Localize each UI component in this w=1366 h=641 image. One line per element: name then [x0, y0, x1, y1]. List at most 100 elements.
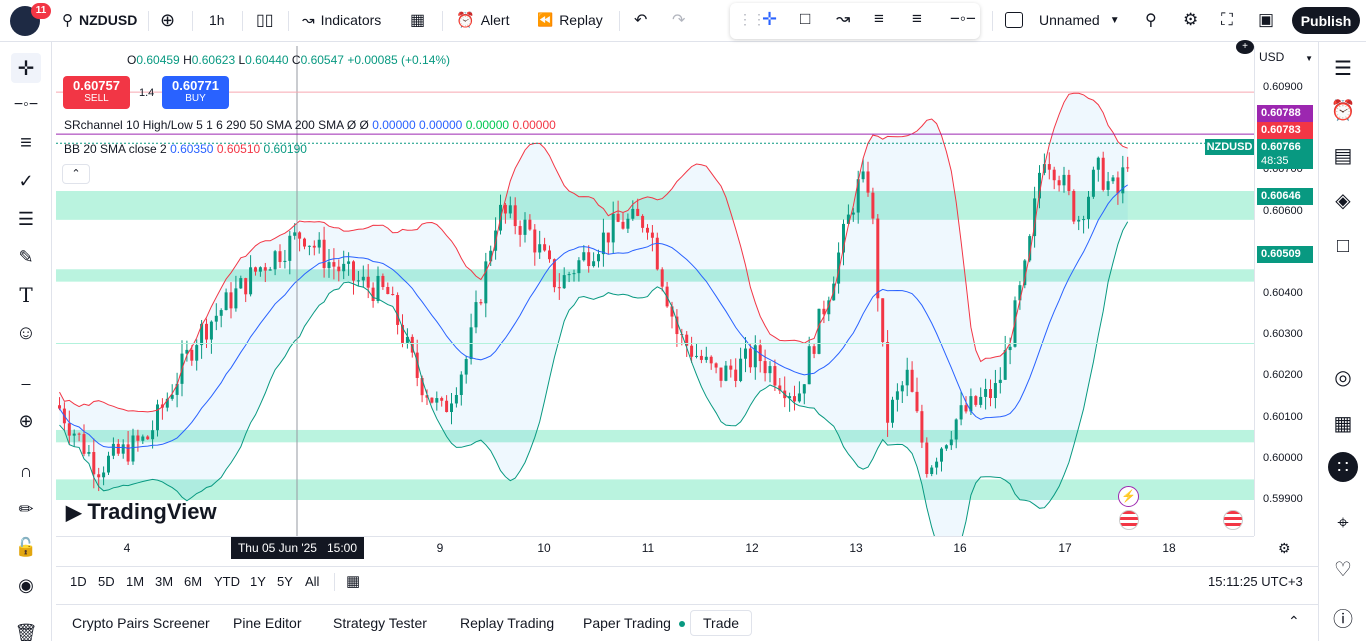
zoom-tool[interactable]: ⊕	[11, 406, 41, 436]
sell-label: SELL	[84, 93, 109, 104]
time-axis[interactable]: 4 9 10 11 12 13 16 17 18 Thu 05 Jun '25 …	[56, 536, 1291, 559]
price-axis[interactable]: USD ▼ 0.609000.608000.607000.606000.6040…	[1254, 46, 1318, 536]
sr-channel-legend[interactable]: SRchannel 10 High/Low 5 1 6 290 50 SMA 2…	[64, 118, 556, 132]
fib-icon[interactable]: ≡	[874, 9, 884, 28]
ideas-button[interactable]: ◎	[1328, 362, 1358, 392]
stay-drawing-tool[interactable]: ✏	[11, 494, 41, 524]
symbol-search[interactable]: ⚲ NZDUSD	[62, 0, 137, 40]
price-chart[interactable]	[56, 46, 1254, 536]
candle-body	[724, 365, 728, 381]
candle-body	[214, 315, 218, 322]
path-icon[interactable]: ↝	[836, 9, 851, 28]
lock-drawings-tool[interactable]: 🔓	[11, 532, 41, 562]
crosshair-icon[interactable]: ✛	[762, 9, 778, 29]
snapshot-button[interactable]: ▣	[1258, 0, 1274, 40]
candle-body	[543, 244, 547, 251]
line-icon[interactable]: −◦−	[950, 9, 976, 28]
trendline-tool[interactable]: −◦−	[11, 90, 41, 120]
candle-body	[258, 267, 262, 272]
candle-body	[989, 389, 992, 398]
quick-search-button[interactable]: ⚲	[1145, 0, 1157, 40]
help-button[interactable]: ⓘ	[1328, 602, 1358, 632]
candle-body	[949, 439, 953, 446]
collapse-legend-button[interactable]: ⌃	[62, 164, 90, 184]
goto-date-button[interactable]: ▦	[346, 572, 360, 590]
streams-button[interactable]: ⌖	[1328, 508, 1358, 538]
tab-pine-editor[interactable]: Pine Editor	[233, 615, 302, 631]
magnet-tool[interactable]: ∩	[11, 456, 41, 486]
range-all[interactable]: All	[305, 574, 320, 589]
pattern-tool[interactable]: ✓	[11, 166, 41, 196]
candle-body	[660, 269, 664, 287]
buy-price: 0.60771	[172, 78, 219, 93]
buy-button[interactable]: 0.60771 BUY	[162, 76, 229, 109]
lightning-event-icon[interactable]: ⚡	[1118, 486, 1139, 507]
candle-body	[352, 261, 355, 281]
compare-button[interactable]: ⊕	[160, 0, 175, 40]
alerts-button[interactable]: ⏰	[1328, 95, 1358, 125]
object-tree-button[interactable]: ▤	[1328, 140, 1358, 170]
zoom-icon: ⊕	[18, 410, 34, 431]
currency-selector[interactable]: USD ▼	[1259, 50, 1315, 70]
notifications-button[interactable]: ♡	[1328, 554, 1358, 584]
indicators-button[interactable]: ↝ Indicators	[302, 0, 381, 40]
brush-tool[interactable]: ✎	[11, 242, 41, 272]
drag-handle-icon[interactable]: ⋮⋮	[738, 11, 766, 27]
sell-button[interactable]: 0.60757 SELL	[63, 76, 130, 109]
range-1m[interactable]: 1M	[126, 574, 145, 589]
range-1y[interactable]: 1Y	[250, 574, 266, 589]
candle-body	[1126, 167, 1130, 169]
bb-legend[interactable]: BB 20 SMA close 2 0.60350 0.60510 0.6019…	[64, 142, 307, 156]
range-1d[interactable]: 1D	[70, 574, 87, 589]
range-3m[interactable]: 3M	[155, 574, 174, 589]
tab-paper-trading[interactable]: Paper Trading	[583, 615, 685, 631]
alert-button[interactable]: ⏰ Alert	[456, 0, 509, 40]
emoji-tool[interactable]: ☺	[11, 318, 41, 348]
hide-drawings-tool[interactable]: ◉	[11, 570, 41, 600]
measure-tool[interactable]: ⎯	[11, 368, 41, 398]
bb-name: BB 20 SMA close 2	[64, 142, 167, 156]
tab-crypto-screener[interactable]: Crypto Pairs Screener	[72, 615, 210, 631]
tab-trade[interactable]: Trade	[690, 610, 753, 636]
axis-settings-button[interactable]: ⚙	[1278, 540, 1291, 557]
crosshair-tool[interactable]: ✛	[11, 53, 41, 83]
layers-button[interactable]: ◈	[1328, 185, 1358, 215]
fullscreen-button[interactable]: ⛶	[1221, 0, 1233, 40]
chart-type-button[interactable]: ▯▯	[256, 0, 274, 40]
expand-panel-button[interactable]: ⌃	[1288, 613, 1300, 630]
layout-menu[interactable]: Unnamed ▼	[1005, 0, 1120, 40]
rectangle-icon[interactable]: □	[800, 9, 811, 28]
time-tick: 18	[1162, 541, 1176, 555]
products-button[interactable]: ∷	[1328, 452, 1358, 482]
settings-button[interactable]: ⚙	[1183, 0, 1198, 40]
calendar-button[interactable]: ▦	[1328, 408, 1358, 438]
close-value: 0.60547	[300, 53, 344, 67]
fib-tool[interactable]: ≡	[11, 128, 41, 158]
publish-button[interactable]: Publish	[1292, 7, 1360, 34]
range-6m[interactable]: 6M	[184, 574, 203, 589]
candle-body	[165, 398, 169, 408]
interval-button[interactable]: 1h	[209, 12, 225, 28]
range-5d[interactable]: 5D	[98, 574, 115, 589]
redo-button[interactable]: ↷	[672, 0, 685, 40]
price-tick: 0.59900	[1263, 493, 1303, 505]
tab-replay-trading[interactable]: Replay Trading	[460, 615, 555, 631]
change-value: +0.00085 (+0.14%)	[347, 53, 451, 67]
range-ytd[interactable]: YTD	[214, 574, 240, 589]
undo-button[interactable]: ↶	[634, 0, 647, 40]
chats-button[interactable]: □	[1328, 231, 1358, 261]
us-flag-event-icon[interactable]	[1119, 510, 1139, 530]
range-5y[interactable]: 5Y	[277, 574, 293, 589]
channel-icon[interactable]: ≡	[912, 9, 922, 28]
us-flag-event-icon-2[interactable]	[1223, 510, 1243, 530]
replay-button[interactable]: ⏪ Replay	[537, 0, 603, 40]
add-pane-icon[interactable]: +	[1236, 40, 1254, 54]
watchlist-button[interactable]: ☰	[1328, 53, 1358, 83]
tab-strategy-tester[interactable]: Strategy Tester	[333, 615, 427, 631]
remove-drawings-tool[interactable]: 🗑	[11, 618, 41, 641]
clock-timezone[interactable]: 15:11:25 UTC+3	[1208, 574, 1303, 589]
forecast-tool[interactable]: ☰	[11, 204, 41, 234]
text-tool[interactable]: T	[11, 280, 41, 310]
templates-button[interactable]: ▦	[410, 0, 425, 40]
candle-body	[185, 349, 189, 354]
